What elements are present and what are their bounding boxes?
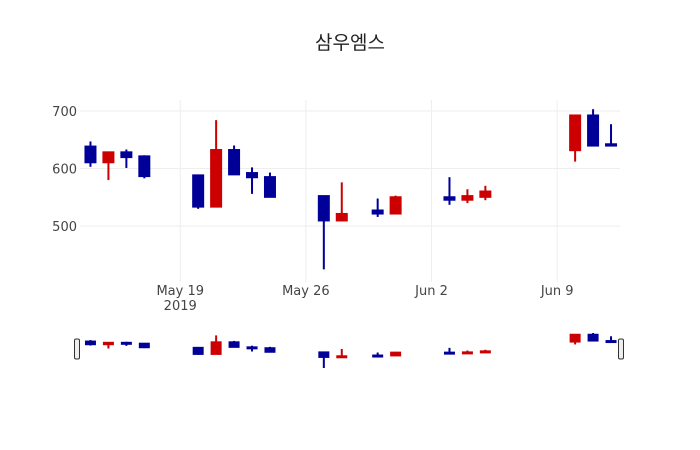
candle [569,114,582,162]
candle-body [210,341,222,355]
candle [102,151,115,181]
candle-body [443,351,455,355]
slider-candle [605,336,617,344]
candle-body [102,341,114,346]
gridlines [80,100,620,282]
slider-candle [264,346,276,353]
slider-candle [138,342,150,349]
slider-candle [569,333,581,345]
candle-body [479,190,492,198]
x-tick-label: Jun 9 [540,284,574,299]
y-axis: 500 600 700 [52,105,77,235]
chart-title: 삼우엠스 [315,32,385,54]
slider-candle [102,341,114,349]
slider-candle [246,345,258,352]
candle-body [84,145,97,164]
candle [443,177,456,205]
candle-body [318,351,330,358]
candle [317,195,330,270]
candle-body [479,350,491,354]
candle [461,189,474,204]
candle-body [228,149,241,176]
candle-body [569,114,582,152]
candle [210,120,223,208]
candle-body [138,342,150,349]
candle [389,195,402,215]
candle [479,185,492,201]
candle-body [120,341,132,345]
candle-body [371,209,384,215]
y-tick-label: 700 [52,105,77,120]
candle [263,172,276,198]
candle-body [138,155,151,178]
slider-candle [443,347,455,355]
candle [246,167,259,194]
slider-candle [587,333,599,342]
slider-candle [84,340,96,346]
candle [84,141,97,167]
x-tick-label: May 26 [282,284,330,299]
candle-body [336,355,348,359]
candle-body [84,340,96,346]
candle-body [587,333,599,342]
candle [120,149,133,168]
candle [228,145,241,176]
y-tick-label: 600 [52,163,77,178]
candles [84,109,618,270]
slider-candle [461,350,473,355]
candle-body [461,351,473,355]
candle-body [317,195,330,222]
slider-candle [390,351,402,357]
candle [587,109,600,147]
x-tick-year-label: 2019 [164,299,197,314]
candle-body [335,212,348,222]
candle [192,174,205,209]
candle-body [390,351,402,357]
x-tick-label: May 19 [156,284,204,299]
candle [335,182,348,222]
candle-body [443,196,456,201]
slider-candle [192,346,204,355]
candle-body [372,354,384,358]
slider-candle [479,349,491,354]
candle [605,124,618,147]
slider-candle [228,340,240,348]
candle-body [120,151,133,159]
slider-candle [318,351,330,368]
candle [371,198,384,217]
candle-body [246,172,259,179]
candle-body [102,151,115,164]
y-tick-label: 500 [52,220,77,235]
candle-body [264,347,276,353]
candle-body [587,114,600,147]
candle-body [246,346,258,350]
x-tick-label: Jun 2 [414,284,448,299]
slider-candle [372,352,384,358]
candle-body [389,196,402,215]
candle-body [569,333,581,343]
candle-body [263,176,276,198]
candle-body [605,340,617,344]
range-handle-left[interactable] [74,338,80,360]
candle-body [605,143,618,147]
candle-body [192,346,204,355]
candle-body [228,341,240,348]
slider-candle [336,348,348,359]
range-slider[interactable] [74,333,624,368]
slider-candle [210,335,222,355]
slider-candle [120,341,132,346]
candle-body [192,174,205,208]
candle [138,155,151,179]
range-handle-right[interactable] [618,338,624,360]
candle-body [210,149,223,208]
candle-body [461,195,474,201]
